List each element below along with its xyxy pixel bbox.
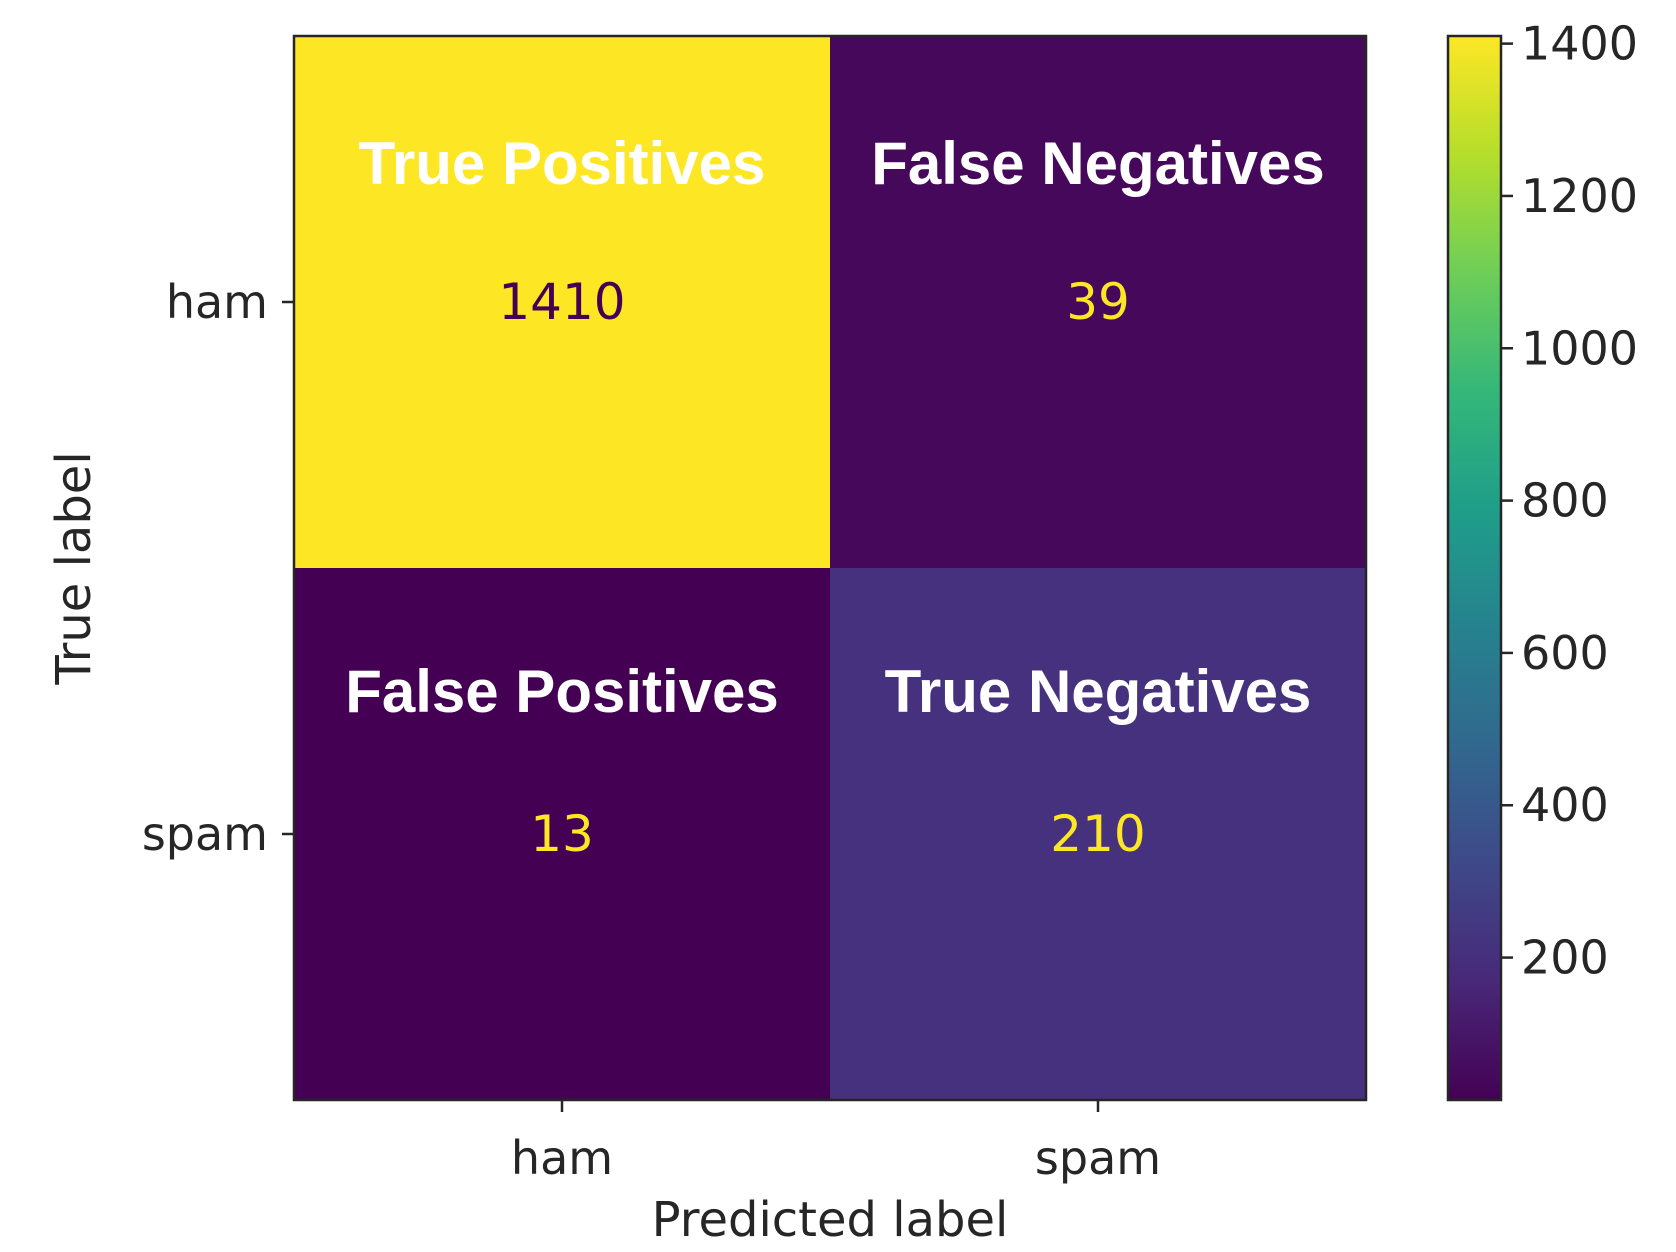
cell-annotation-ham-ham: True Positives — [359, 130, 766, 197]
cell-value-spam-ham: 13 — [530, 805, 594, 863]
heatmap-cell-spam-spam — [830, 568, 1366, 1100]
cell-annotation-spam-spam: True Negatives — [885, 658, 1312, 725]
plot-frame — [292, 34, 1368, 1102]
cell-annotation-spam-ham: False Positives — [345, 658, 779, 725]
heatmap-cell-spam-ham — [294, 568, 830, 1100]
colorbar-tick-label: 1000 — [1521, 321, 1638, 375]
y-axis: ham spam — [142, 275, 294, 861]
cell-annotations: True Positives False Negatives False Posit… — [345, 130, 1325, 725]
colorbar-tick-label: 800 — [1521, 474, 1609, 528]
x-tick-label: spam — [1035, 1131, 1161, 1185]
y-tick-label: ham — [166, 275, 268, 329]
x-axis-title: Predicted label — [652, 1192, 1009, 1248]
colorbar-tick-label: 200 — [1521, 931, 1609, 985]
cell-values: 1410 39 13 210 — [498, 273, 1145, 863]
cell-value-spam-spam: 210 — [1050, 805, 1145, 863]
x-axis: ham spam — [511, 1100, 1161, 1185]
cell-value-ham-ham: 1410 — [498, 273, 625, 331]
heatmap-cell-ham-ham — [294, 36, 830, 568]
colorbar-tick-label: 1200 — [1521, 169, 1638, 223]
heatmap-cell-ham-spam — [830, 36, 1366, 568]
cell-value-ham-spam: 39 — [1066, 273, 1130, 331]
colorbar-tick-label: 600 — [1521, 626, 1609, 680]
colorbar-ticks: 200 400 600 800 1000 1200 1400 — [1501, 17, 1638, 985]
colorbar-tick-label: 1400 — [1521, 17, 1638, 71]
colorbar — [1446, 34, 1503, 1102]
cell-annotation-ham-spam: False Negatives — [871, 130, 1325, 197]
heatmap-cells — [294, 36, 1366, 1100]
colorbar-tick-label: 400 — [1521, 778, 1609, 832]
y-tick-label: spam — [142, 807, 268, 861]
x-tick-label: ham — [511, 1131, 613, 1185]
y-axis-title: True label — [46, 451, 102, 685]
